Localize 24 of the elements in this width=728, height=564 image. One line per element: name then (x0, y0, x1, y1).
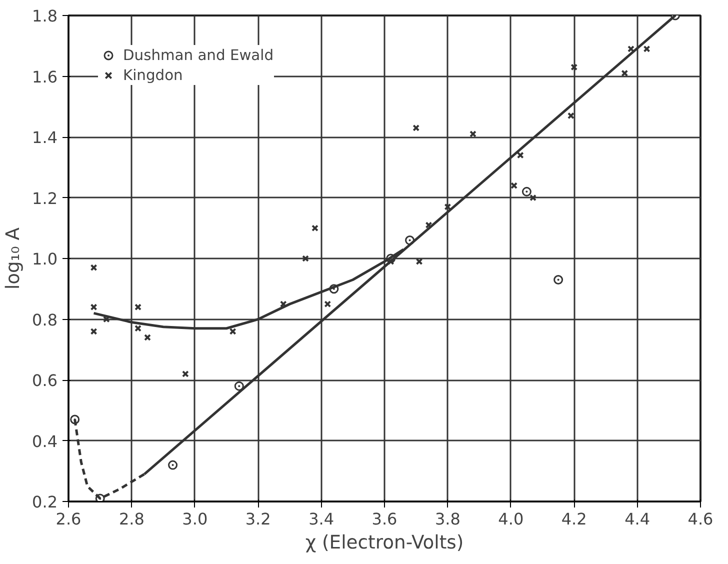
x-tick-label: 3.8 (434, 510, 460, 528)
x-tick-label: 2.6 (56, 510, 82, 528)
y-tick-label: 0.6 (32, 371, 58, 390)
x-tick-label: 4.0 (498, 510, 524, 528)
y-tick-label: 1.2 (32, 188, 58, 208)
x-tick-label: 3.4 (308, 510, 334, 528)
x-tick-label: 4.2 (561, 510, 587, 528)
x-tick-label: 3.0 (182, 510, 208, 528)
x-axis-title: χ (Electron-Volts) (305, 532, 464, 554)
x-tick-label: 2.8 (118, 510, 144, 528)
legend-label: Kingdon (123, 66, 183, 84)
y-tick-label: 0.4 (32, 432, 58, 451)
x-tick-label: 3.6 (372, 510, 398, 528)
y-tick-label: 1.0 (32, 250, 58, 268)
x-tick-label: 3.2 (245, 510, 271, 528)
legend-label: Dushman and Ewald (123, 46, 274, 64)
y-tick-label: 1.8 (32, 6, 58, 26)
y-axis-title: log₁₀ A (3, 227, 24, 290)
y-tick-label: 0.8 (32, 310, 58, 330)
x-tick-label: 4.6 (688, 510, 714, 528)
y-tick-label: 1.6 (32, 67, 58, 86)
y-tick-label: 0.2 (32, 492, 58, 512)
y-tick-label: 1.4 (32, 128, 58, 147)
x-tick-label: 4.4 (624, 510, 650, 528)
